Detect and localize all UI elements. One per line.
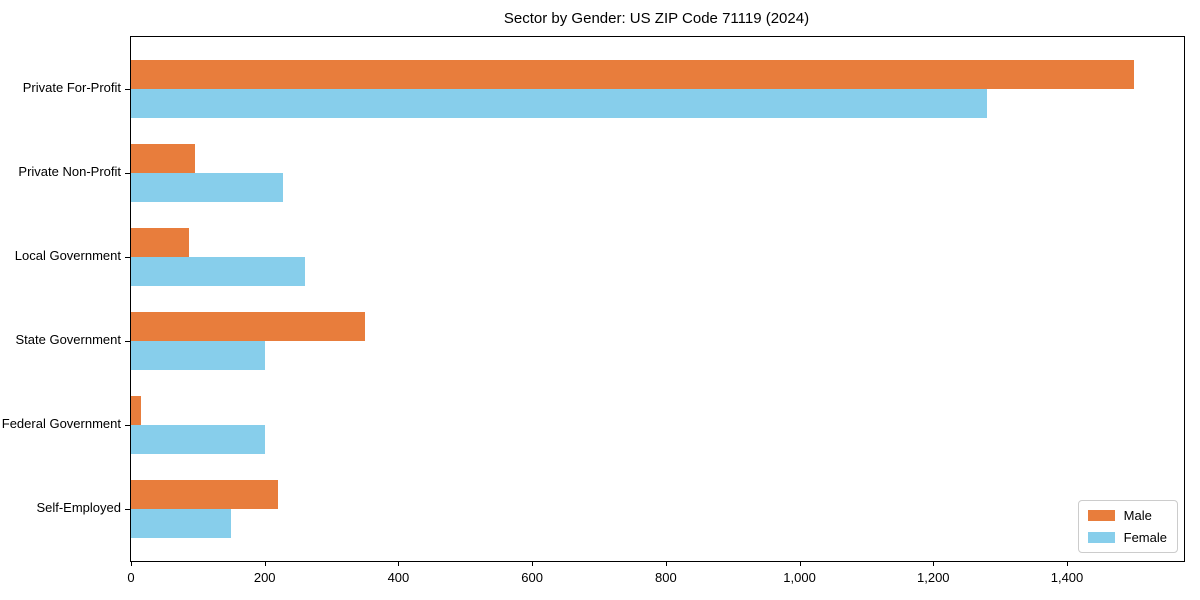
y-axis-tick [125,257,131,258]
bar-male-private-for-profit [131,60,1134,89]
plot-area: 0 200 400 600 800 1,000 1,200 1,400 Male Female [125,36,1185,585]
x-tick-label-400: 400 [387,570,410,585]
chart-title: Sector by Gender: US ZIP Code 71119 (202… [503,10,810,27]
bar-male-self-employed [131,480,278,509]
x-tick-label-800: 800 [654,570,677,585]
y-tick-label-local-government: Local Government [14,248,121,263]
y-tick-label-state-government: State Government [15,332,122,347]
bar-female-private-for-profit [131,89,987,118]
y-axis-labels: Private For-Profit Private Non-Profit Loca… [0,36,121,560]
x-tick-label-600: 600 [521,570,543,585]
bar-female-state-government [131,341,265,370]
x-axis-tick [1067,561,1068,566]
y-tick-label-self-employed: Self-Employed [36,500,121,515]
x-axis-tick [532,561,534,566]
female-color-swatch [1087,532,1115,543]
y-axis-tick [125,425,131,426]
bar-male-federal-government [131,396,141,425]
male-color-swatch [1087,510,1115,521]
x-axis-tick [131,561,132,566]
bar-male-private-non-profit [131,144,195,173]
y-axis-tick [125,173,131,174]
legend-label-male: Male [1123,508,1152,523]
x-axis-tick [933,561,935,566]
y-tick-label-federal-government: Federal Government [1,416,121,431]
legend-item-female: Female [1087,530,1167,545]
x-axis-tick [264,561,266,566]
bar-female-self-employed [131,509,231,538]
x-tick-label-1-000: 1,000 [783,570,816,585]
legend-label-female: Female [1123,530,1167,545]
bar-female-private-non-profit [131,173,283,202]
x-tick-label-1-200: 1,200 [917,570,950,585]
x-axis-tick [799,561,801,566]
bar-male-state-government [131,312,365,341]
y-tick-label-private-for-profit: Private For-Profit [22,80,121,95]
x-axis-tick [398,561,400,566]
legend-item-male: Male [1087,508,1167,523]
legend: Male Female [1077,500,1178,553]
y-axis-tick [125,509,131,510]
y-tick-label-private-non-profit: Private Non-Profit [18,164,121,179]
x-tick-label-1-400: 1,400 [1050,570,1084,585]
x-axis-tick [665,561,667,566]
bar-female-local-government [131,257,305,286]
y-axis-tick [125,341,131,342]
bar-female-federal-government [131,425,265,454]
x-tick-label-0: 0 [127,570,135,585]
y-axis-tick [125,89,131,90]
bar-male-local-government [131,228,189,257]
x-tick-label-200: 200 [253,570,276,585]
